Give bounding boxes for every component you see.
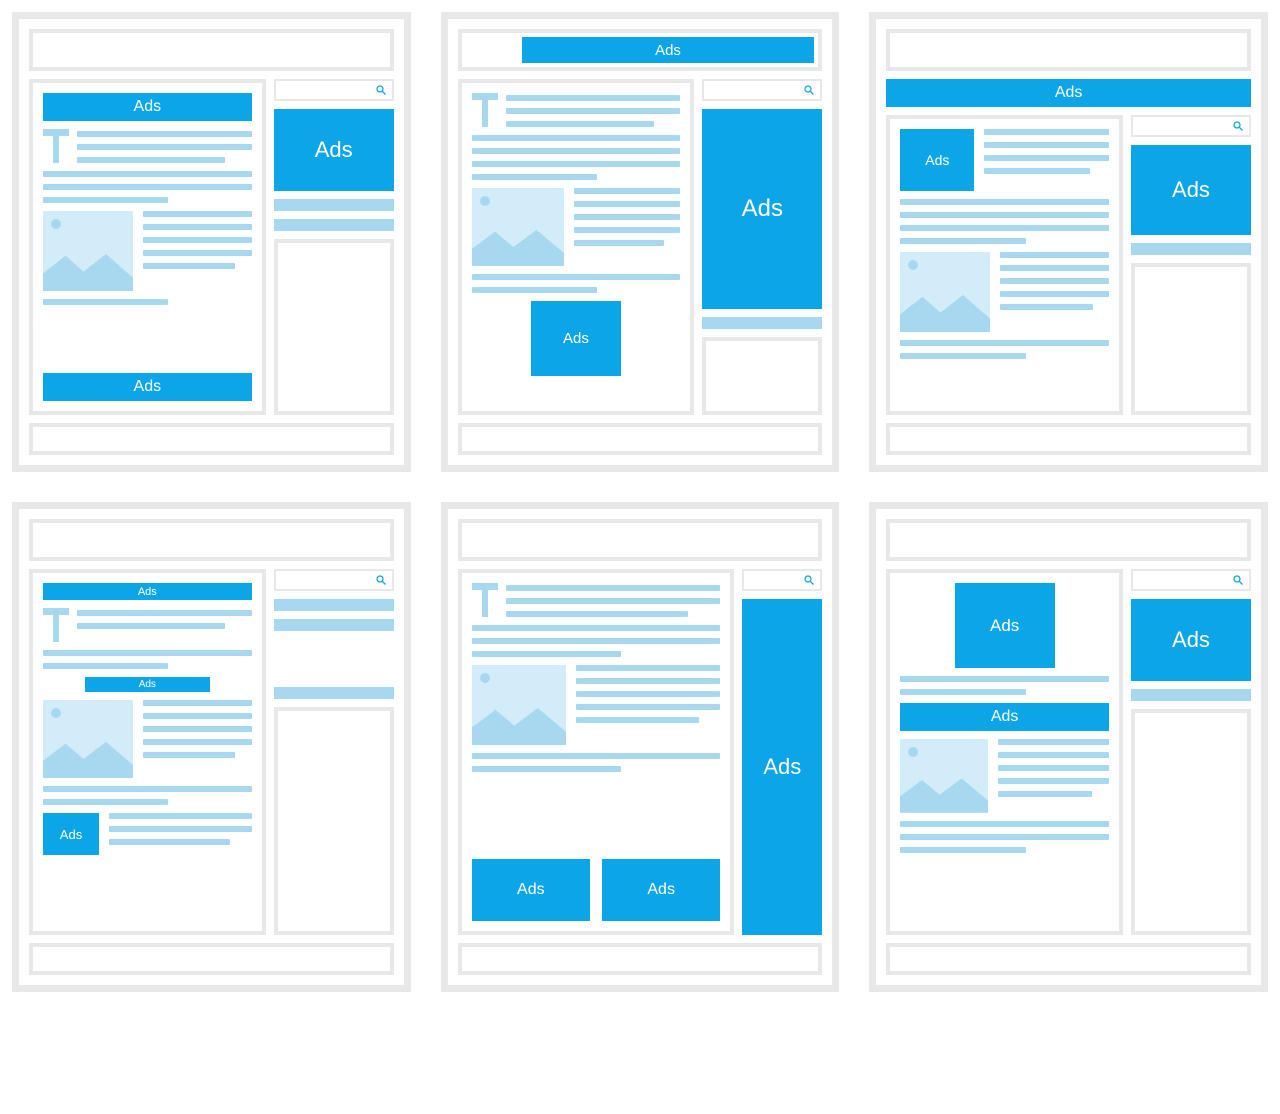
ad-skyscraper[interactable]: Ads <box>742 599 822 935</box>
image-text-row <box>43 211 252 291</box>
image-text-row <box>472 188 681 266</box>
wireframe-layout-5: Ads Ads Ads <box>441 502 840 992</box>
sidebar-strip <box>274 619 394 631</box>
sidebar: Ads <box>702 79 822 415</box>
sidebar-strip <box>274 219 394 231</box>
ad-mid-banner[interactable]: Ads <box>900 703 1109 731</box>
wireframe-layout-4: Ads Ads Ads <box>12 502 411 992</box>
sidebar-box <box>1131 709 1251 935</box>
header-placeholder <box>886 29 1251 71</box>
sidebar: Ads <box>274 79 394 415</box>
wireframe-layout-6: Ads Ads Ads <box>869 502 1268 992</box>
ad-sidebar[interactable]: Ads <box>1131 599 1251 681</box>
sidebar-box <box>702 337 822 415</box>
ad-banner-mid-thin[interactable]: Ads <box>85 677 210 692</box>
search-box[interactable] <box>742 569 822 591</box>
sidebar-box <box>1131 263 1251 415</box>
sidebar-strip <box>1131 243 1251 255</box>
search-icon <box>803 84 815 96</box>
wireframe-layout-2: Ads Ads <box>441 12 840 472</box>
search-icon <box>1232 120 1244 132</box>
search-box[interactable] <box>702 79 822 101</box>
sidebar: Ads <box>1131 115 1251 415</box>
ad-header-banner[interactable]: Ads <box>522 37 815 63</box>
sidebar-box <box>274 707 394 935</box>
footer-placeholder <box>29 423 394 455</box>
image-placeholder <box>43 211 133 291</box>
ad-top-square[interactable]: Ads <box>955 583 1055 668</box>
ad-inline-square[interactable]: Ads <box>900 129 974 191</box>
ad-full-banner[interactable]: Ads <box>886 79 1251 107</box>
search-icon <box>1232 574 1244 586</box>
search-icon <box>375 84 387 96</box>
header-placeholder <box>29 519 394 561</box>
ad-sidebar-tall[interactable]: Ads <box>702 109 822 309</box>
search-icon <box>803 574 815 586</box>
wireframe-layout-3: Ads Ads <box>869 12 1268 472</box>
main-column: Ads <box>886 115 1123 415</box>
footer-placeholder <box>886 943 1251 975</box>
image-placeholder <box>43 700 133 778</box>
ad-bottom-left[interactable]: Ads <box>472 859 590 921</box>
first-paragraph <box>472 583 721 617</box>
image-text-row <box>43 700 252 778</box>
dropcap-icon <box>43 129 69 163</box>
image-text-row <box>900 739 1109 813</box>
ad-banner-top[interactable]: Ads <box>43 93 252 121</box>
wireframe-layout-1: Ads Ads <box>12 12 411 472</box>
first-paragraph <box>43 129 252 163</box>
dropcap-icon <box>472 93 498 127</box>
search-box[interactable] <box>274 79 394 101</box>
image-text-row <box>472 665 721 745</box>
image-placeholder <box>472 188 564 266</box>
wireframe-grid: Ads Ads <box>12 12 1268 992</box>
search-box[interactable] <box>1131 569 1251 591</box>
sidebar-strip <box>274 199 394 211</box>
image-placeholder <box>900 252 990 332</box>
header-placeholder <box>458 519 823 561</box>
image-placeholder <box>900 739 988 813</box>
ad-small-square[interactable]: Ads <box>43 813 99 855</box>
search-box[interactable] <box>1131 115 1251 137</box>
ad-sidebar[interactable]: Ads <box>1131 145 1251 235</box>
sidebar-strip <box>702 317 822 329</box>
first-paragraph <box>472 93 681 127</box>
first-paragraph <box>43 608 252 642</box>
sidebar-strip <box>1131 689 1251 701</box>
main-column: Ads Ads <box>886 569 1123 935</box>
header-placeholder <box>886 519 1251 561</box>
search-icon <box>375 574 387 586</box>
two-ads-row: Ads Ads <box>472 859 721 921</box>
footer-placeholder <box>458 423 823 455</box>
main-column: Ads <box>458 79 695 415</box>
footer-placeholder <box>29 943 394 975</box>
sidebar <box>274 569 394 935</box>
ad-text-row: Ads <box>900 129 1109 191</box>
sidebar-box <box>274 239 394 415</box>
ad-bottom-right[interactable]: Ads <box>602 859 720 921</box>
main-column: Ads Ads <box>458 569 735 935</box>
main-column: Ads Ads Ads <box>29 569 266 935</box>
sidebar-strip <box>274 687 394 699</box>
header-placeholder <box>29 29 394 71</box>
sidebar: Ads <box>1131 569 1251 935</box>
footer-placeholder <box>886 423 1251 455</box>
main-column: Ads Ads <box>29 79 266 415</box>
small-ad-text-row: Ads <box>43 813 252 855</box>
sidebar: Ads <box>742 569 822 935</box>
footer-placeholder <box>458 943 823 975</box>
sidebar-strip <box>274 599 394 611</box>
header-placeholder: Ads <box>458 29 823 71</box>
ad-banner-bottom[interactable]: Ads <box>43 373 252 401</box>
image-text-row <box>900 252 1109 332</box>
ad-square-center[interactable]: Ads <box>531 301 621 376</box>
image-placeholder <box>472 665 566 745</box>
ad-sidebar[interactable]: Ads <box>274 109 394 191</box>
search-box[interactable] <box>274 569 394 591</box>
dropcap-icon <box>472 583 498 617</box>
dropcap-icon <box>43 608 69 642</box>
ad-banner-thin[interactable]: Ads <box>43 583 252 600</box>
